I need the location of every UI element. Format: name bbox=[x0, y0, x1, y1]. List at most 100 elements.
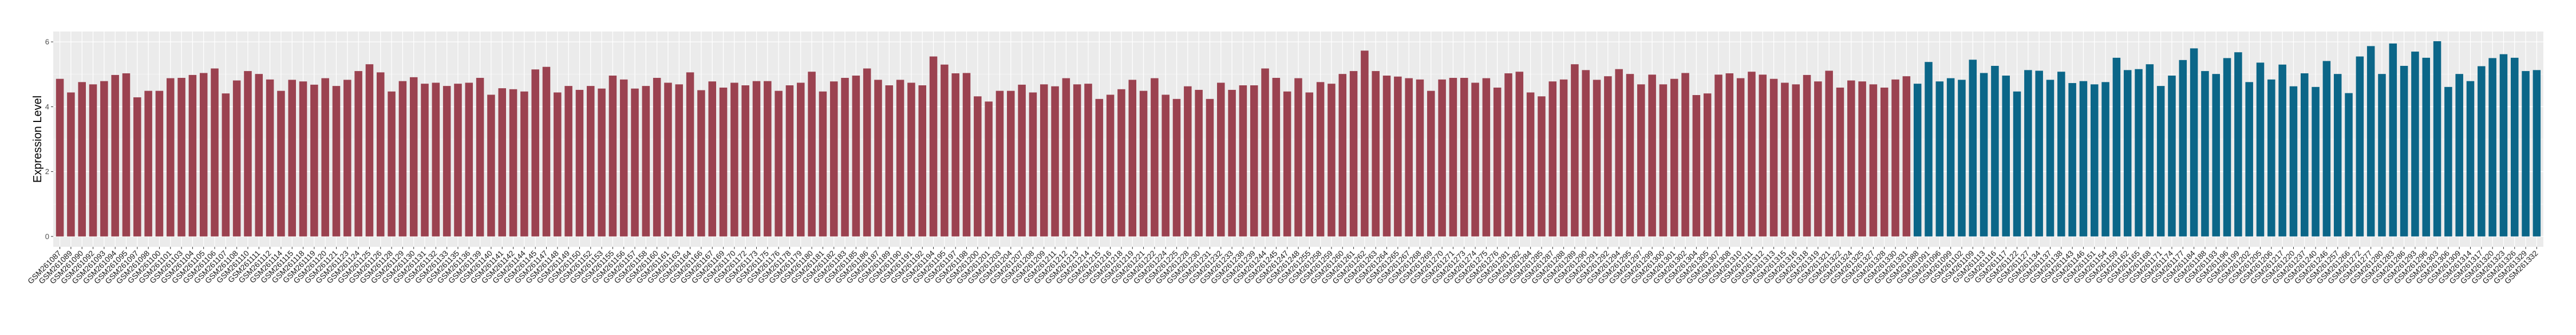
bar-GSM261276 bbox=[1493, 87, 1502, 237]
bar-GSM261160 bbox=[653, 77, 661, 237]
bar-GSM261261 bbox=[1349, 71, 1358, 237]
bar-GSM261230 bbox=[1195, 89, 1203, 237]
y-tick-label: 4 bbox=[45, 103, 49, 111]
bar-GSM261304 bbox=[1692, 94, 1701, 237]
bar-GSM261089 bbox=[67, 92, 75, 237]
bar-GSM261257 bbox=[2333, 74, 2342, 237]
bar-GSM261239 bbox=[1250, 85, 1258, 237]
bar-GSM261174 bbox=[2168, 76, 2176, 237]
bar-GSM261327 bbox=[1869, 84, 1878, 237]
bar-GSM261313 bbox=[1769, 78, 1778, 237]
bar-GSM261097 bbox=[133, 97, 141, 237]
bar-GSM261170 bbox=[730, 82, 738, 237]
bar-GSM261092 bbox=[89, 84, 97, 237]
bar-GSM261113 bbox=[1980, 73, 1988, 237]
bar-GSM261180 bbox=[808, 72, 816, 237]
bar-GSM261309 bbox=[2455, 74, 2463, 237]
bar-GSM261268 bbox=[1416, 79, 1424, 237]
bar-GSM261323 bbox=[2499, 54, 2508, 237]
bar-GSM261144 bbox=[520, 91, 528, 237]
bar-GSM261159 bbox=[2112, 57, 2121, 237]
bar-GSM261100 bbox=[155, 90, 164, 237]
bar-GSM261270 bbox=[1438, 79, 1446, 237]
bar-GSM261203 bbox=[995, 90, 1004, 237]
bar-GSM261322 bbox=[1836, 87, 1844, 237]
bar-GSM261262 bbox=[1361, 50, 1369, 237]
bar-GSM261199 bbox=[2234, 52, 2242, 237]
bar-GSM261271 bbox=[1449, 77, 1457, 237]
bar-GSM261280 bbox=[2378, 74, 2386, 237]
bar-GSM261134 bbox=[2035, 70, 2043, 237]
bar-GSM261324 bbox=[1847, 80, 1855, 237]
bar-GSM261191 bbox=[907, 82, 915, 237]
bar-GSM261332 bbox=[2532, 70, 2541, 237]
bar-GSM261167 bbox=[708, 81, 717, 237]
bar-GSM261164 bbox=[686, 72, 694, 237]
bar-GSM261145 bbox=[531, 69, 539, 237]
bar-GSM261140 bbox=[487, 94, 495, 237]
bar-GSM261272 bbox=[2356, 56, 2364, 237]
bar-GSM261114 bbox=[277, 90, 285, 237]
bar-GSM261151 bbox=[2091, 84, 2099, 237]
bar-GSM261168 bbox=[2146, 64, 2154, 237]
bar-GSM261136 bbox=[465, 82, 473, 237]
bar-GSM261218 bbox=[1117, 89, 1125, 237]
bar-GSM261238 bbox=[1239, 85, 1247, 237]
bar-GSM261211 bbox=[1051, 86, 1059, 237]
bar-GSM261288 bbox=[1559, 79, 1568, 237]
bar-GSM261104 bbox=[188, 74, 197, 237]
bar-GSM261292 bbox=[1604, 76, 1612, 237]
bar-GSM261215 bbox=[1095, 98, 1104, 237]
bar-GSM261179 bbox=[797, 82, 805, 237]
bar-GSM261244 bbox=[1261, 68, 1269, 237]
bar-GSM261126 bbox=[376, 72, 385, 237]
bar-GSM261310 bbox=[1736, 78, 1745, 237]
bar-GSM261090 bbox=[78, 82, 86, 237]
bar-GSM261219 bbox=[1128, 80, 1137, 237]
bar-GSM261120 bbox=[321, 78, 329, 237]
bar-GSM261266 bbox=[2345, 93, 2353, 237]
bar-GSM261282 bbox=[1515, 72, 1524, 237]
bar-GSM261312 bbox=[1759, 74, 1767, 237]
bar-GSM261222 bbox=[1151, 78, 1159, 237]
bar-GSM261178 bbox=[785, 85, 794, 237]
bar-GSM261123 bbox=[343, 80, 351, 237]
bar-GSM261247 bbox=[1283, 91, 1291, 237]
bar-GSM261246 bbox=[2322, 61, 2331, 237]
bar-GSM261158 bbox=[642, 86, 650, 237]
bar-GSM261299 bbox=[1648, 74, 1656, 237]
bar-GSM261110 bbox=[244, 71, 252, 237]
bar-GSM261181 bbox=[819, 91, 827, 237]
y-tick-label: 2 bbox=[45, 167, 49, 176]
y-tick-label: 0 bbox=[45, 232, 49, 241]
bar-GSM261283 bbox=[2389, 43, 2397, 237]
bar-GSM261240 bbox=[2312, 86, 2320, 237]
bar-GSM261311 bbox=[1748, 72, 1756, 237]
bar-GSM261183 bbox=[841, 77, 849, 237]
bar-GSM261320 bbox=[2488, 58, 2496, 237]
bar-GSM261138 bbox=[2057, 72, 2065, 237]
bar-GSM261093 bbox=[100, 81, 108, 237]
x-axis: GSM261087GSM261089GSM261090GSM261092GSM2… bbox=[26, 247, 2540, 286]
bar-GSM261245 bbox=[1272, 77, 1281, 237]
bar-GSM261213 bbox=[1073, 84, 1081, 237]
bar-GSM261190 bbox=[896, 80, 904, 237]
bar-GSM261153 bbox=[598, 88, 606, 237]
bar-GSM261146 bbox=[2079, 81, 2088, 237]
bar-GSM261182 bbox=[829, 81, 838, 237]
y-tick-label: 6 bbox=[45, 38, 49, 46]
bar-GSM261325 bbox=[1858, 81, 1866, 237]
bar-GSM261175 bbox=[764, 81, 772, 237]
bar-GSM261189 bbox=[885, 85, 894, 237]
bar-GSM261205 bbox=[2256, 62, 2265, 237]
bar-GSM261294 bbox=[1615, 69, 1623, 237]
bar-GSM261188 bbox=[2201, 71, 2209, 237]
bar-GSM261152 bbox=[587, 86, 595, 237]
bar-GSM261217 bbox=[2278, 64, 2286, 237]
bar-GSM261098 bbox=[144, 90, 152, 237]
bar-GSM261277 bbox=[2366, 46, 2375, 237]
bar-GSM261207 bbox=[1018, 84, 1026, 237]
bar-GSM261317 bbox=[2478, 66, 2486, 237]
bar-GSM261124 bbox=[354, 71, 362, 237]
